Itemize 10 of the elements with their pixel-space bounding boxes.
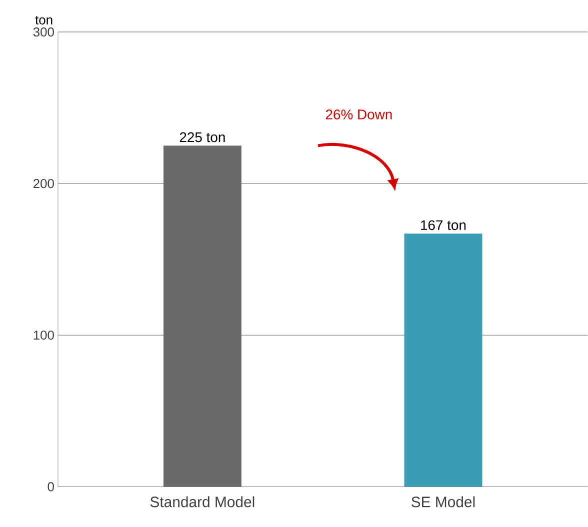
- y-tick-label: 100: [34, 330, 54, 340]
- y-tick-label: 300: [33, 28, 54, 37]
- y-tick-label: 0: [48, 482, 54, 492]
- x-tick-label: SE Model: [412, 496, 475, 508]
- data-label: 225 ton: [180, 132, 225, 142]
- y-axis-title: ton: [35, 16, 52, 25]
- annotation: 26% Down: [326, 110, 392, 120]
- data-label: 167 ton: [421, 220, 466, 230]
- y-tick-label: 200: [34, 179, 54, 188]
- x-tick-label: Standard Model: [150, 496, 254, 508]
